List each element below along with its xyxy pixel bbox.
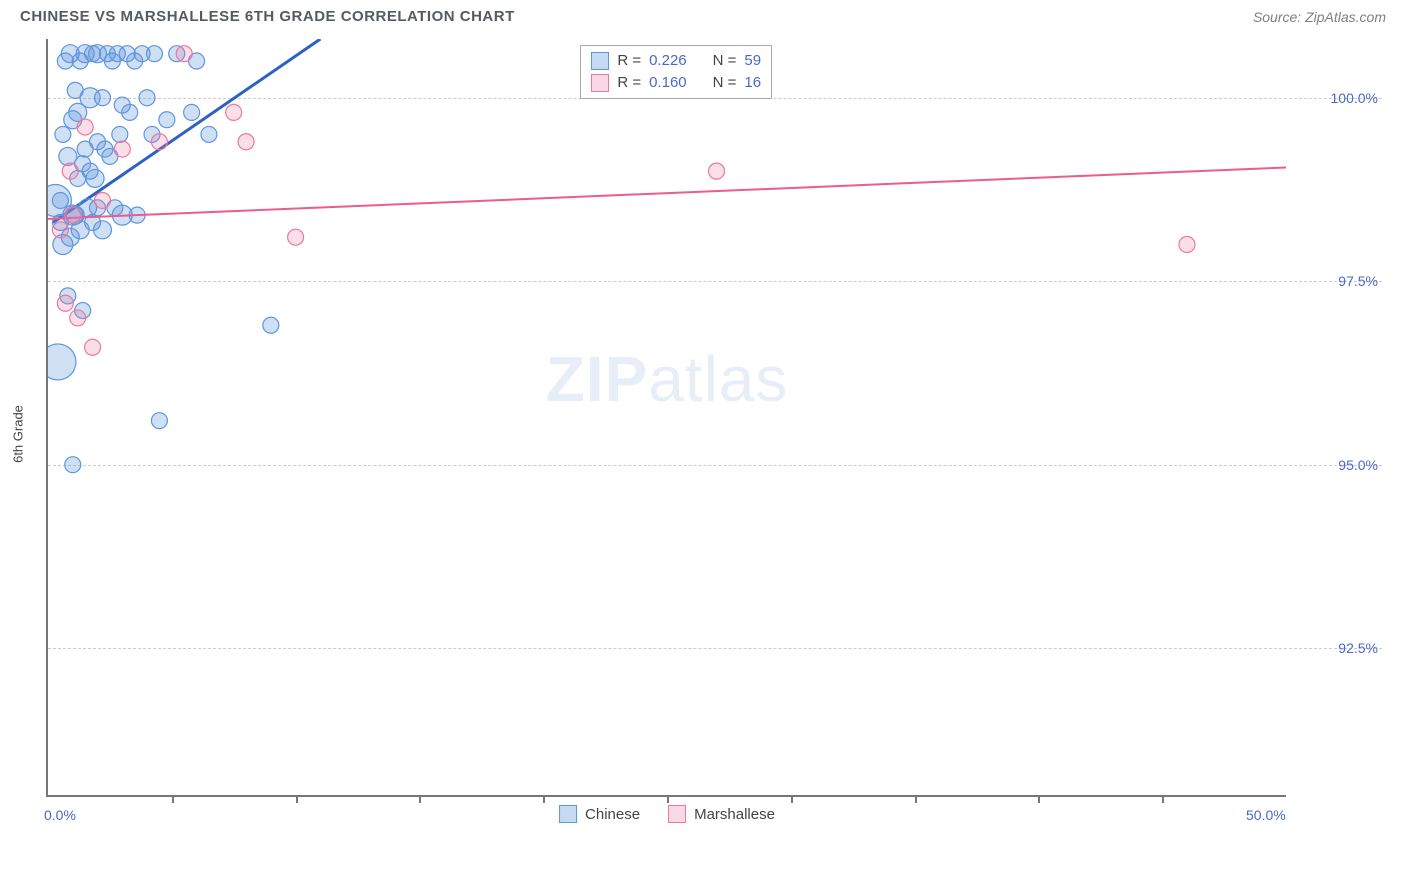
point-chinese bbox=[59, 147, 77, 165]
point-chinese bbox=[55, 126, 71, 142]
point-marshallese bbox=[62, 163, 78, 179]
bottom-legend: Chinese Marshallese bbox=[559, 805, 775, 823]
trend-line-marshallese bbox=[48, 167, 1286, 218]
y-tick-label: 97.5% bbox=[1338, 273, 1378, 289]
point-chinese bbox=[122, 104, 138, 120]
correlation-legend: R = 0.226 N = 59 R = 0.160 N = 16 bbox=[580, 45, 772, 99]
point-chinese bbox=[52, 192, 68, 208]
x-tick bbox=[1162, 795, 1164, 803]
point-marshallese bbox=[176, 46, 192, 62]
trend-line-chinese bbox=[53, 39, 320, 222]
point-marshallese bbox=[151, 134, 167, 150]
plot-area: ZIPatlas R = 0.226 N = 59 R = 0.160 N = … bbox=[46, 39, 1286, 797]
point-chinese bbox=[139, 90, 155, 106]
point-marshallese bbox=[226, 104, 242, 120]
y-tick-label: 92.5% bbox=[1338, 640, 1378, 656]
swatch-chinese bbox=[591, 52, 609, 70]
swatch-marshallese bbox=[591, 74, 609, 92]
swatch-marshallese-icon bbox=[668, 805, 686, 823]
x-tick-label: 50.0% bbox=[1246, 807, 1286, 823]
x-tick bbox=[915, 795, 917, 803]
point-chinese bbox=[93, 221, 111, 239]
point-marshallese bbox=[65, 207, 81, 223]
x-tick bbox=[419, 795, 421, 803]
point-chinese bbox=[263, 317, 279, 333]
legend-row-marshallese: R = 0.160 N = 16 bbox=[591, 72, 761, 94]
plot-wrap: 6th Grade ZIPatlas R = 0.226 N = 59 R = … bbox=[46, 39, 1382, 829]
title-bar: CHINESE VS MARSHALLESE 6TH GRADE CORRELA… bbox=[0, 0, 1406, 29]
point-chinese bbox=[201, 126, 217, 142]
point-chinese bbox=[94, 90, 110, 106]
point-chinese bbox=[65, 457, 81, 473]
point-chinese bbox=[48, 344, 76, 380]
point-marshallese bbox=[57, 295, 73, 311]
y-tick-label: 100.0% bbox=[1331, 90, 1378, 106]
point-chinese bbox=[159, 112, 175, 128]
point-chinese bbox=[86, 169, 104, 187]
x-tick bbox=[791, 795, 793, 803]
point-marshallese bbox=[238, 134, 254, 150]
x-tick bbox=[296, 795, 298, 803]
y-tick-label: 95.0% bbox=[1338, 457, 1378, 473]
point-marshallese bbox=[288, 229, 304, 245]
x-tick bbox=[1038, 795, 1040, 803]
x-tick bbox=[667, 795, 669, 803]
swatch-chinese-icon bbox=[559, 805, 577, 823]
legend-item-marshallese: Marshallese bbox=[668, 805, 775, 823]
point-chinese bbox=[184, 104, 200, 120]
legend-item-chinese: Chinese bbox=[559, 805, 640, 823]
legend-row-chinese: R = 0.226 N = 59 bbox=[591, 50, 761, 72]
point-marshallese bbox=[114, 141, 130, 157]
point-marshallese bbox=[1179, 237, 1195, 253]
point-chinese bbox=[151, 413, 167, 429]
x-tick bbox=[172, 795, 174, 803]
y-axis-label: 6th Grade bbox=[11, 405, 26, 463]
point-chinese bbox=[112, 126, 128, 142]
point-marshallese bbox=[77, 119, 93, 135]
point-chinese bbox=[146, 46, 162, 62]
point-marshallese bbox=[52, 222, 68, 238]
point-marshallese bbox=[70, 310, 86, 326]
point-marshallese bbox=[85, 339, 101, 355]
point-marshallese bbox=[709, 163, 725, 179]
source-label: Source: ZipAtlas.com bbox=[1253, 9, 1386, 25]
scatter-svg bbox=[48, 39, 1286, 795]
point-marshallese bbox=[94, 192, 110, 208]
x-tick bbox=[543, 795, 545, 803]
chart-title: CHINESE VS MARSHALLESE 6TH GRADE CORRELA… bbox=[20, 8, 515, 25]
x-tick-label: 0.0% bbox=[44, 807, 76, 823]
